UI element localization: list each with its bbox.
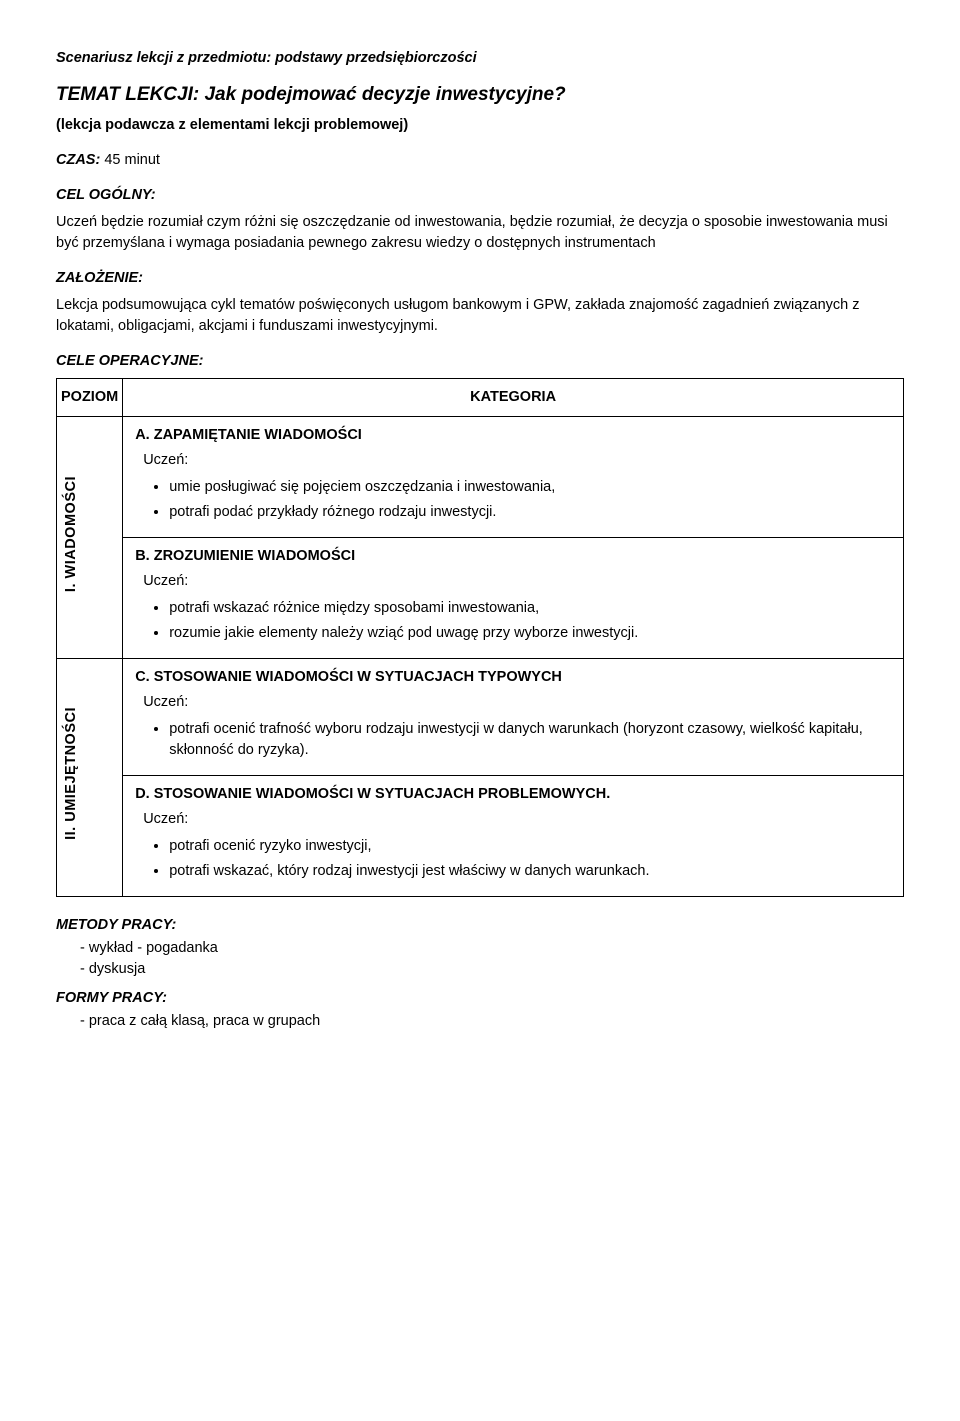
czas-label: CZAS: xyxy=(56,152,100,168)
metody-pracy-list: wykład - pogadanka dyskusja xyxy=(80,938,904,980)
list-item: praca z całą klasą, praca w grupach xyxy=(80,1011,904,1032)
poziom-wiadomosci-label: I. WIADOMOŚCI xyxy=(61,476,82,592)
zalozenie-label: ZAŁOŻENIE: xyxy=(56,268,904,289)
cele-operacyjne-label: CELE OPERACYJNE: xyxy=(56,351,904,372)
cel-ogolny-text: Uczeń będzie rozumiał czym różni się osz… xyxy=(56,212,904,254)
uczen-label-d: Uczeń: xyxy=(143,809,891,830)
category-c-title: C. STOSOWANIE WIADOMOŚCI W SYTUACJACH TY… xyxy=(135,667,891,688)
scenario-subject: Scenariusz lekcji z przedmiotu: podstawy… xyxy=(56,48,904,69)
category-b-cell: B. ZROZUMIENIE WIADOMOŚCI Uczeń: potrafi… xyxy=(123,537,904,658)
czas-line: CZAS: 45 minut xyxy=(56,150,904,171)
list-item: umie posługiwać się pojęciem oszczędzani… xyxy=(169,477,891,498)
poziom-umiejetnosci: II. UMIEJĘTNOŚCI xyxy=(57,658,123,896)
category-d-cell: D. STOSOWANIE WIADOMOŚCI W SYTUACJACH PR… xyxy=(123,775,904,896)
uczen-label-b: Uczeń: xyxy=(143,571,891,592)
category-c-cell: C. STOSOWANIE WIADOMOŚCI W SYTUACJACH TY… xyxy=(123,658,904,775)
list-item: potrafi wskazać różnice między sposobami… xyxy=(169,598,891,619)
list-item: rozumie jakie elementy należy wziąć pod … xyxy=(169,623,891,644)
category-b-title: B. ZROZUMIENIE WIADOMOŚCI xyxy=(135,546,891,567)
list-item: potrafi ocenić trafność wyboru rodzaju i… xyxy=(169,719,891,761)
zalozenie-text: Lekcja podsumowująca cykl tematów poświę… xyxy=(56,295,904,337)
list-item: dyskusja xyxy=(80,959,904,980)
category-a-list: umie posługiwać się pojęciem oszczędzani… xyxy=(169,477,891,523)
topic-prefix: TEMAT LEKCJI: xyxy=(56,84,204,105)
uczen-label-a: Uczeń: xyxy=(143,450,891,471)
topic-text: Jak podejmować decyzje inwestycyjne? xyxy=(204,84,565,105)
list-item: potrafi wskazać, który rodzaj inwestycji… xyxy=(169,861,891,882)
category-b-list: potrafi wskazać różnice między sposobami… xyxy=(169,598,891,644)
category-d-list: potrafi ocenić ryzyko inwestycji, potraf… xyxy=(169,836,891,882)
col-header-poziom: POZIOM xyxy=(57,378,123,416)
cel-ogolny-label: CEL OGÓLNY: xyxy=(56,185,904,206)
category-c-list: potrafi ocenić trafność wyboru rodzaju i… xyxy=(169,719,891,761)
poziom-umiejetnosci-label: II. UMIEJĘTNOŚCI xyxy=(61,707,82,840)
category-a-cell: A. ZAPAMIĘTANIE WIADOMOŚCI Uczeń: umie p… xyxy=(123,416,904,537)
list-item: potrafi ocenić ryzyko inwestycji, xyxy=(169,836,891,857)
formy-pracy-list: praca z całą klasą, praca w grupach xyxy=(80,1011,904,1032)
lesson-subtitle: (lekcja podawcza z elementami lekcji pro… xyxy=(56,115,904,136)
lesson-topic: TEMAT LEKCJI: Jak podejmować decyzje inw… xyxy=(56,81,904,109)
category-a-title: A. ZAPAMIĘTANIE WIADOMOŚCI xyxy=(135,425,891,446)
czas-value: 45 minut xyxy=(100,152,160,168)
list-item: potrafi podać przykłady różnego rodzaju … xyxy=(169,502,891,523)
formy-pracy-label: FORMY PRACY: xyxy=(56,988,904,1009)
col-header-kategoria: KATEGORIA xyxy=(123,378,904,416)
objectives-table: POZIOM KATEGORIA I. WIADOMOŚCI A. ZAPAMI… xyxy=(56,378,904,897)
metody-pracy-label: METODY PRACY: xyxy=(56,915,904,936)
poziom-wiadomosci: I. WIADOMOŚCI xyxy=(57,416,123,658)
category-d-title: D. STOSOWANIE WIADOMOŚCI W SYTUACJACH PR… xyxy=(135,784,891,805)
list-item: wykład - pogadanka xyxy=(80,938,904,959)
uczen-label-c: Uczeń: xyxy=(143,692,891,713)
